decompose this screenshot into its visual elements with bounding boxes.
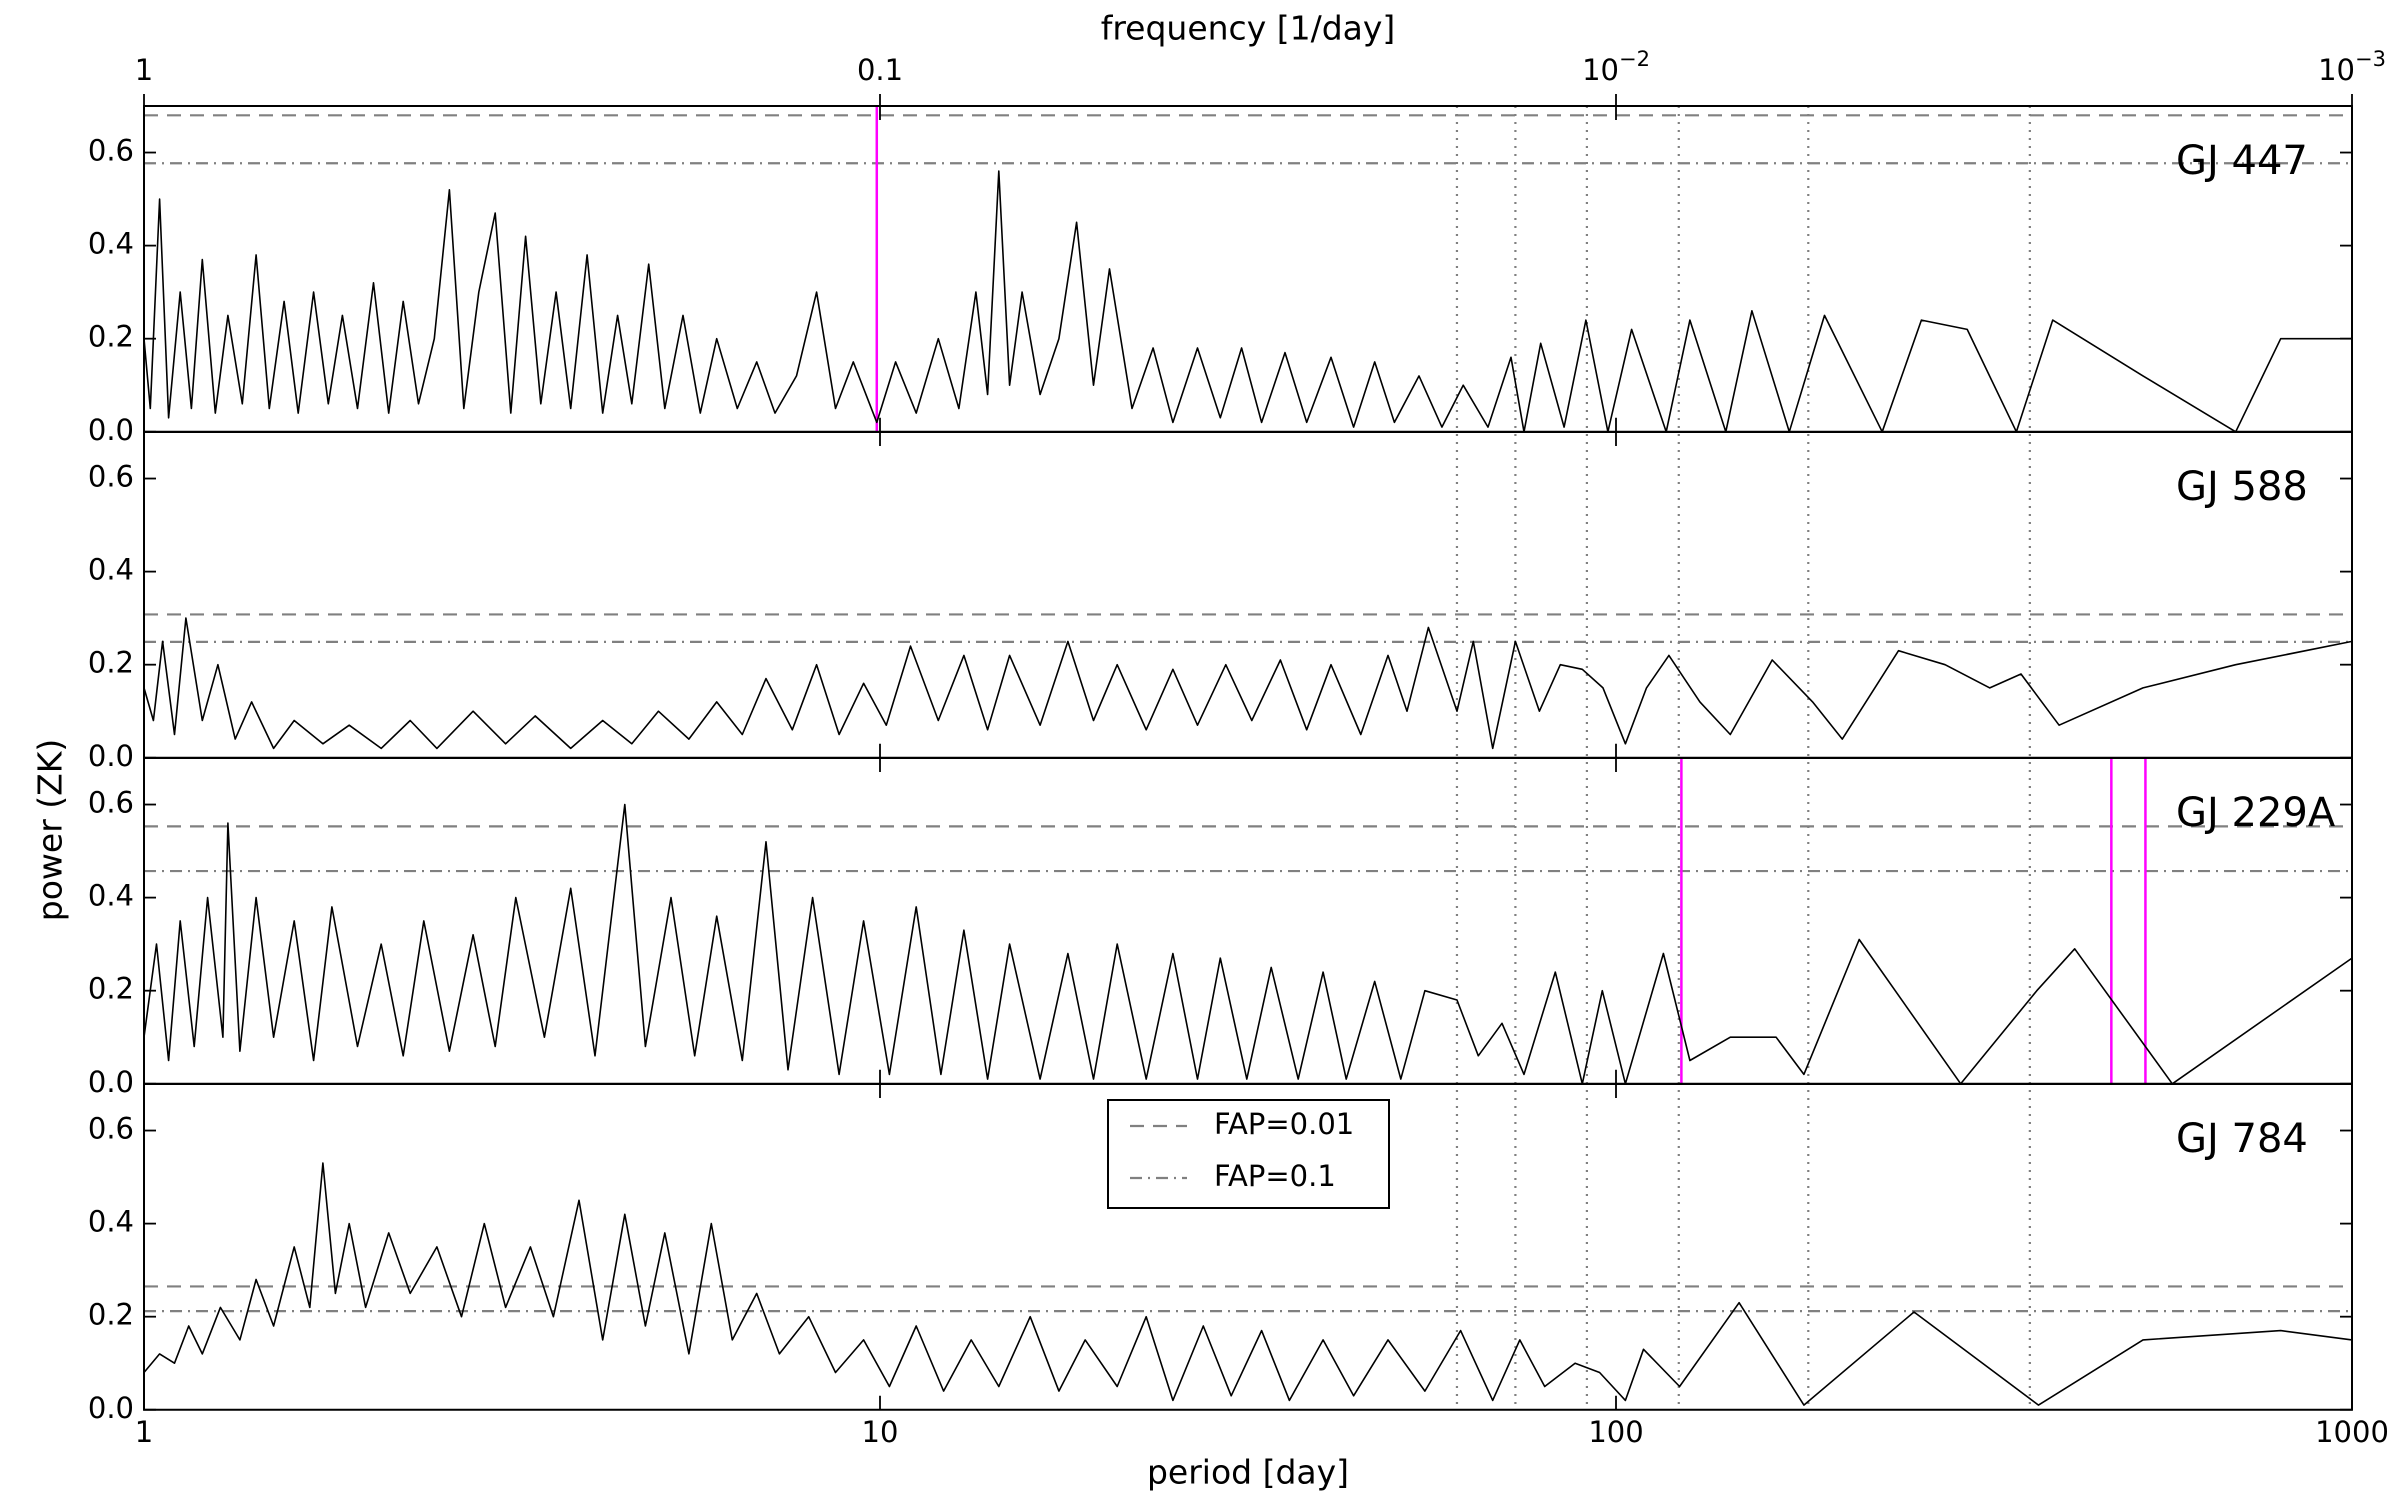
x-tick-label: 1 [135,1415,153,1449]
y-tick-label: 0.0 [88,1065,134,1099]
panel-frame [143,757,2353,1085]
y-tick-label: 0.2 [88,646,134,680]
top-tick-base: 1 [135,53,153,87]
periodogram-line [143,1162,2353,1406]
y-tick-label: 0.2 [88,1298,134,1332]
y-tick-label: 0.6 [88,460,134,494]
y-tick-label: 0.6 [88,134,134,168]
y-tick-label: 0.2 [88,320,134,354]
legend-label: FAP=0.1 [1214,1159,1336,1193]
y-tick-label: 0.0 [88,739,134,773]
top-tick-label: 1 [135,53,153,87]
legend-label: FAP=0.01 [1214,1107,1354,1141]
panel-frame [143,1083,2353,1411]
top-tick-base: 10 [2318,53,2355,87]
y-tick-label: 0.2 [88,972,134,1006]
panel-label: GJ 447 [2176,138,2308,184]
panel-frame [143,431,2353,759]
y-tick-label: 0.4 [88,553,134,587]
periodogram-line [143,170,2352,433]
y-tick-label: 0.4 [88,227,134,261]
y-tick-label: 0.6 [88,786,134,820]
x-axis-label: period [day] [1147,1453,1349,1492]
panel-label: GJ 229A [2176,790,2336,836]
top-tick-exponent: −2 [1619,47,1650,71]
x-tick-label: 10 [862,1415,899,1449]
panel-label: GJ 784 [2176,1116,2308,1162]
top-axis-label: frequency [1/day] [1101,9,1396,48]
top-tick-label: 10−2 [1582,47,1650,87]
x-tick-label: 100 [1588,1415,1643,1449]
top-tick-base: 0.1 [857,53,903,87]
panel-label: GJ 588 [2176,464,2308,510]
top-tick-exponent: −3 [2355,47,2386,71]
top-tick-label: 10−3 [2318,47,2386,87]
legend-box [1107,1099,1390,1209]
y-tick-label: 0.4 [88,879,134,913]
periodogram-line [143,803,2353,1085]
periodogram-line [143,617,2353,750]
y-tick-label: 0.0 [88,413,134,447]
y-tick-label: 0.4 [88,1205,134,1239]
y-axis-label: power (ZK) [31,739,70,921]
x-tick-label: 1000 [2315,1415,2389,1449]
y-tick-label: 0.6 [88,1112,134,1146]
panel-frame [143,105,2353,433]
y-tick-label: 0.0 [88,1391,134,1425]
top-tick-base: 10 [1582,53,1619,87]
top-tick-label: 0.1 [857,53,903,87]
